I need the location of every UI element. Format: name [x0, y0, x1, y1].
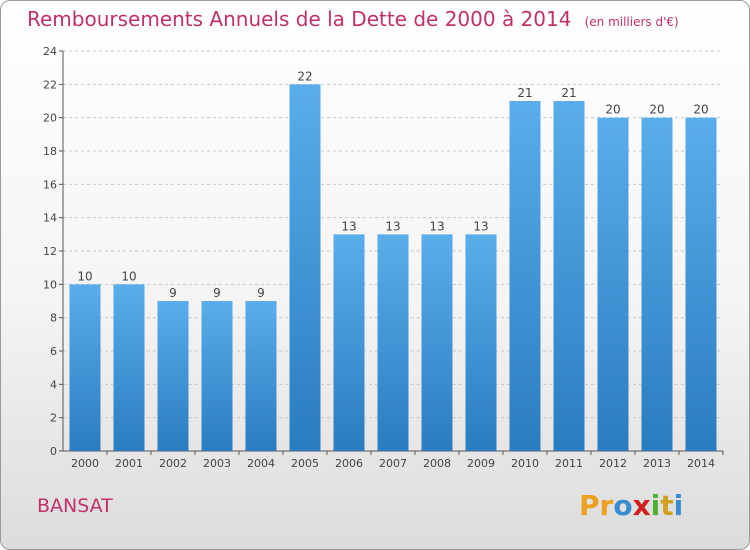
bar [685, 117, 717, 452]
y-tick-label: 4 [50, 378, 57, 391]
data-label: 20 [693, 103, 708, 117]
y-tick-label: 8 [50, 312, 57, 325]
bar [289, 84, 321, 451]
data-label: 10 [77, 269, 92, 283]
logo-letter: i [650, 489, 661, 522]
x-tick-label: 2006 [335, 457, 363, 470]
chart-subtitle: (en milliers d'€) [584, 15, 679, 29]
bar [377, 234, 409, 451]
logo-letter: i [673, 489, 684, 522]
y-tick-label: 0 [50, 445, 57, 458]
logo-letter: t [660, 489, 674, 522]
proxiti-logo: Proxiti [579, 489, 683, 522]
data-label: 9 [169, 286, 177, 300]
bar [553, 101, 585, 451]
x-tick-label: 2008 [423, 457, 451, 470]
data-label: 21 [517, 86, 532, 100]
bar [157, 301, 189, 451]
chart-title-block: Remboursements Annuels de la Dette de 20… [27, 7, 679, 31]
x-tick-label: 2012 [599, 457, 627, 470]
data-label: 22 [297, 69, 312, 83]
bar [509, 101, 541, 451]
bar [113, 284, 145, 451]
bar [421, 234, 453, 451]
y-tick-label: 16 [43, 178, 57, 191]
bars [69, 84, 717, 452]
data-label: 10 [121, 269, 136, 283]
data-label: 13 [429, 219, 444, 233]
bar [333, 234, 365, 451]
data-label: 9 [257, 286, 265, 300]
data-label: 13 [473, 219, 488, 233]
x-tick-label: 2005 [291, 457, 319, 470]
data-label: 9 [213, 286, 221, 300]
y-tick-label: 24 [43, 45, 57, 58]
data-label: 20 [649, 103, 664, 117]
x-tick-label: 2004 [247, 457, 275, 470]
labels: 10 2000 10 2001 9 2002 9 2003 9 2004 22 2005 13 2006 1… [71, 69, 715, 470]
logo-letter: r [599, 489, 614, 522]
x-tick-label: 2009 [467, 457, 495, 470]
x-tick-label: 2000 [71, 457, 99, 470]
bar [465, 234, 497, 451]
x-tick-label: 2011 [555, 457, 583, 470]
logo-letter: o [613, 489, 633, 522]
x-tick-label: 2007 [379, 457, 407, 470]
logo-letter: P [579, 489, 600, 522]
data-label: 20 [605, 103, 620, 117]
bar [245, 301, 277, 451]
bar [641, 117, 673, 452]
y-tick-label: 6 [50, 345, 57, 358]
bar [69, 284, 101, 451]
logo-letter: x [632, 489, 651, 522]
chart-title: Remboursements Annuels de la Dette de 20… [27, 7, 572, 31]
y-tick-label: 22 [43, 78, 57, 91]
y-tick-label: 14 [43, 212, 57, 225]
commune-name: BANSAT [37, 495, 113, 517]
x-tick-label: 2010 [511, 457, 539, 470]
y-tick-label: 2 [50, 412, 57, 425]
x-tick-label: 2013 [643, 457, 671, 470]
data-label: 13 [341, 219, 356, 233]
x-tick-label: 2002 [159, 457, 187, 470]
bar [201, 301, 233, 451]
x-tick-label: 2001 [115, 457, 143, 470]
y-tick-label: 18 [43, 145, 57, 158]
y-tick-label: 12 [43, 245, 57, 258]
y-tick-label: 10 [43, 278, 57, 291]
data-label: 13 [385, 219, 400, 233]
x-tick-label: 2014 [687, 457, 715, 470]
data-label: 21 [561, 86, 576, 100]
bar [597, 117, 629, 452]
x-tick-label: 2003 [203, 457, 231, 470]
y-tick-label: 20 [43, 112, 57, 125]
